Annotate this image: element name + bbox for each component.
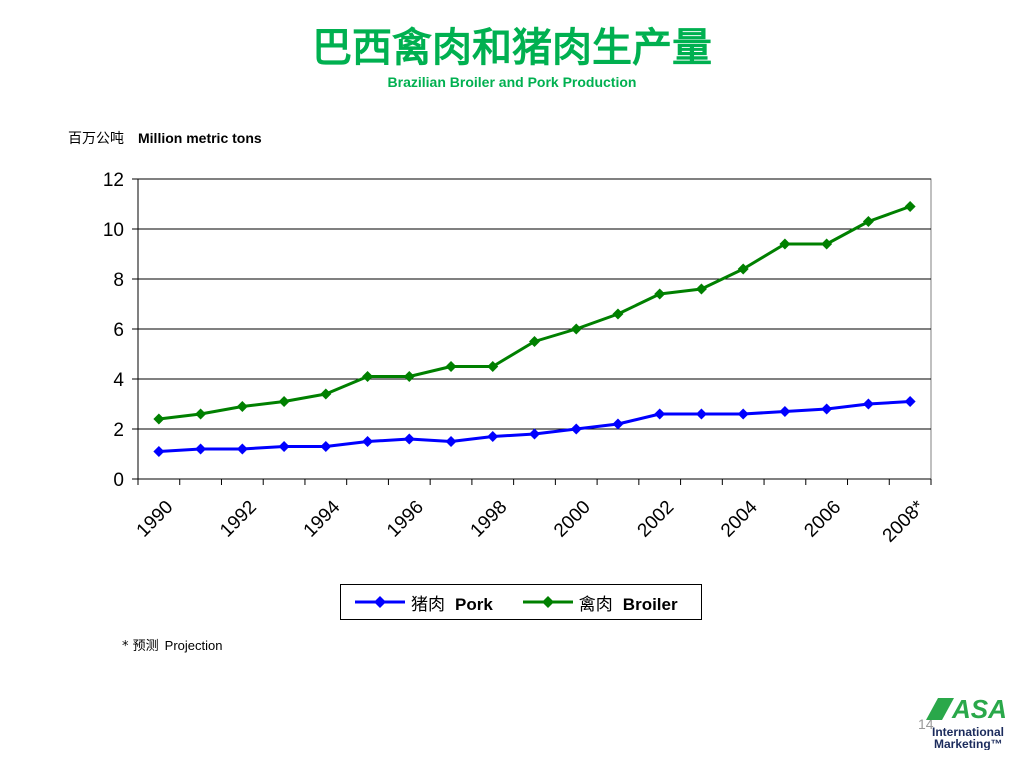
units-label-en: Million metric tons [138, 130, 262, 146]
y-tick-label: 0 [113, 470, 124, 491]
data-point-pork [236, 443, 248, 455]
page-subtitle: Brazilian Broiler and Pork Production [387, 74, 637, 90]
page-title: 巴西禽肉和猪肉生产量 [312, 25, 712, 71]
data-point-broiler [862, 216, 874, 227]
y-tick-label: 4 [113, 370, 124, 391]
data-point-broiler [904, 201, 916, 212]
data-point-pork [278, 441, 290, 452]
x-tick-label: 1996 [383, 497, 428, 542]
legend-item-broiler: 禽肉 Broiler [522, 590, 678, 615]
data-point-broiler [403, 371, 415, 382]
chart-legend: 猪肉 Pork 禽肉 Broiler [340, 584, 702, 620]
footnote-en: Projection [164, 638, 223, 653]
legend-label-pork-en: Pork [455, 594, 493, 614]
data-point-pork [195, 443, 207, 455]
x-tick-label: 2004 [717, 496, 762, 541]
x-tick-label: 1994 [300, 496, 345, 541]
legend-key-pork [355, 596, 405, 608]
data-point-broiler [779, 238, 791, 250]
data-point-pork [570, 423, 582, 435]
y-tick-label: 10 [103, 220, 124, 241]
legend-label-pork-cn: 猪肉 [411, 594, 445, 615]
footnote-cn: 预测 [132, 639, 159, 654]
data-point-broiler [153, 413, 165, 425]
data-point-broiler [445, 361, 457, 372]
x-tick-label: 1990 [133, 497, 178, 542]
units-label-cn: 百万公吨 [68, 131, 124, 147]
y-tick-label: 12 [103, 170, 124, 191]
data-point-pork [362, 436, 374, 447]
data-point-pork [403, 433, 415, 445]
data-point-broiler [362, 371, 374, 382]
data-point-pork [737, 408, 749, 420]
data-point-broiler [320, 388, 332, 400]
data-point-pork [904, 396, 916, 407]
data-point-broiler [487, 361, 499, 372]
x-tick-label: 2006 [800, 497, 845, 542]
data-point-broiler [695, 283, 707, 295]
x-tick-label: 2002 [634, 497, 679, 542]
y-tick-label: 2 [113, 420, 124, 441]
data-point-broiler [195, 408, 207, 420]
legend-label-pork: 猪肉 Pork [411, 590, 493, 615]
x-tick-label: 2008* [879, 496, 929, 546]
asa-logo: ASA International Marketing™ [926, 694, 1006, 750]
units-label: 百万公吨 Million metric tons [68, 128, 262, 149]
footnote: * 预测 Projection [122, 637, 222, 656]
data-point-pork [529, 428, 540, 440]
data-point-pork [445, 436, 457, 447]
legend-label-broiler: 禽肉 Broiler [579, 590, 678, 615]
data-point-broiler [737, 263, 749, 275]
data-point-broiler [570, 323, 582, 335]
data-point-broiler [236, 401, 248, 412]
logo-wordmark: ASA [951, 694, 1006, 724]
data-point-pork [654, 408, 666, 420]
data-point-broiler [821, 238, 833, 250]
data-point-broiler [654, 288, 666, 300]
data-point-broiler [529, 336, 540, 347]
y-tick-label: 6 [113, 320, 124, 341]
data-point-pork [320, 441, 332, 452]
data-point-broiler [278, 396, 290, 407]
line-chart: 0 2 4 6 8 10 12 1990 1992 1994 1996 1998 2000 2002 200… [103, 170, 932, 547]
legend-label-broiler-en: Broiler [622, 594, 678, 614]
data-point-pork [612, 418, 624, 430]
data-point-pork [862, 398, 874, 410]
data-point-pork [821, 403, 833, 415]
x-tick-label: 1998 [467, 497, 512, 542]
legend-label-broiler-cn: 禽肉 [578, 594, 613, 615]
logo-text-international: International [932, 725, 1004, 739]
logo-swoosh-icon [926, 698, 954, 720]
data-point-pork [695, 408, 707, 420]
y-tick-label: 8 [113, 270, 124, 291]
legend-item-pork: 猪肉 Pork [355, 590, 493, 615]
footnote-mark: * [122, 639, 129, 654]
x-tick-label: 1992 [216, 497, 261, 542]
data-point-pork [487, 431, 499, 442]
logo-text-marketing: Marketing™ [934, 737, 1003, 750]
data-point-pork [153, 446, 165, 457]
legend-key-broiler [522, 596, 573, 608]
x-tick-label: 2000 [550, 497, 595, 542]
data-point-pork [779, 406, 791, 417]
data-point-broiler [612, 308, 624, 320]
